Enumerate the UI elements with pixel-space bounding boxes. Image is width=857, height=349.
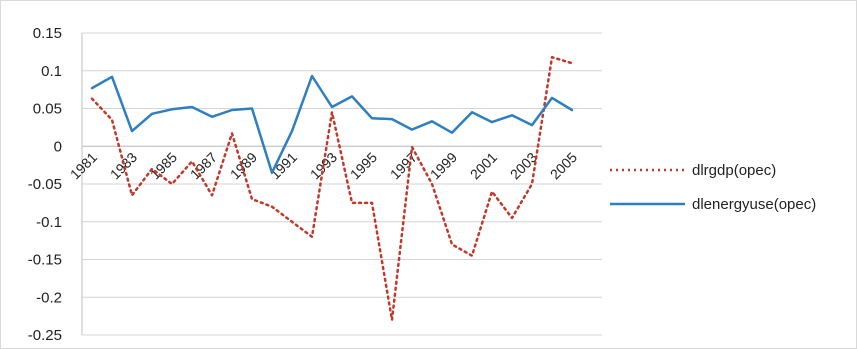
y-tick-label: 0	[54, 138, 62, 155]
y-tick-label: 0.1	[41, 63, 62, 80]
series-line-2	[90, 74, 574, 174]
y-tick-label: -0.25	[28, 327, 62, 344]
y-tick-label: 0.05	[33, 101, 62, 118]
series-lines	[90, 55, 574, 322]
y-tick-label: -0.05	[28, 176, 62, 193]
y-axis-tick-labels: 0.15 0.1 0.05 0 -0.05 -0.1 -0.15 -0.2 -0.25	[28, 25, 62, 344]
legend: dlrgdp(opec) dlenergyuse(opec)	[610, 162, 816, 213]
y-tick-label: -0.1	[36, 214, 62, 231]
gridlines	[81, 32, 602, 336]
series-line-1	[90, 55, 574, 322]
y-tick-label: 0.15	[33, 25, 62, 42]
legend-label: dlenergyuse(opec)	[692, 196, 816, 213]
y-tick-label: -0.2	[36, 289, 62, 306]
legend-label: dlrgdp(opec)	[692, 162, 776, 179]
y-tick-label: -0.15	[28, 252, 62, 269]
